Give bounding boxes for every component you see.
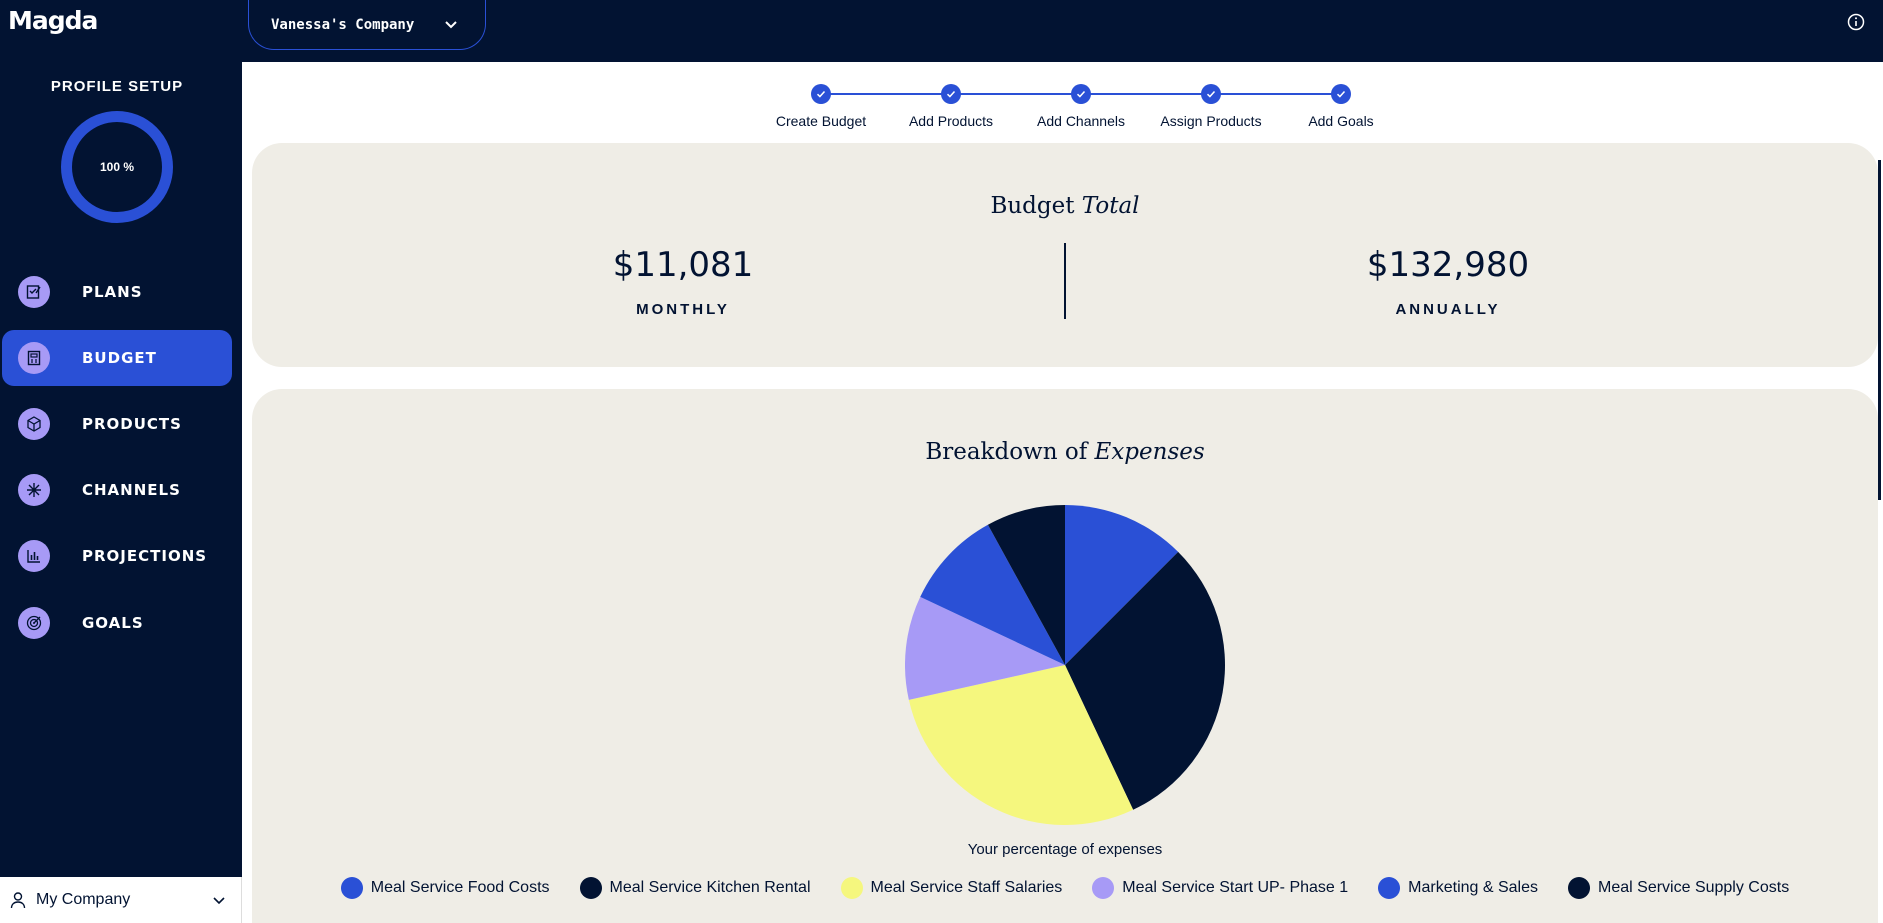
sidebar-item-label: PROJECTIONS: [82, 547, 208, 565]
step-label: Add Products: [908, 113, 994, 129]
legend-swatch: [340, 877, 363, 899]
user-icon: [10, 892, 26, 909]
legend-swatch: [840, 877, 863, 899]
sidebar-item-label: BUDGET: [82, 349, 157, 367]
goals-icon: [18, 607, 50, 639]
check-icon: [811, 84, 831, 104]
pie-slice-meal-service-supply-costs[interactable]: [987, 505, 1065, 665]
budget-divider: [1064, 243, 1066, 319]
expenses-breakdown-card: Breakdown of Expenses Your percentage of…: [252, 389, 1878, 923]
legend-label: Meal Service Food Costs: [370, 879, 550, 896]
breakdown-title-plain: Breakdown of: [925, 439, 1088, 465]
breakdown-title: Breakdown of Expenses: [252, 439, 1878, 465]
top-bar: Magda Vanessa's Company: [0, 0, 1883, 62]
expenses-pie-chart: [905, 505, 1225, 825]
legend-item[interactable]: Meal Service Food Costs: [340, 877, 550, 899]
step-label: Create Budget: [775, 113, 867, 129]
legend-item[interactable]: Meal Service Kitchen Rental: [579, 877, 811, 899]
annual-budget-label: ANNUALLY: [1395, 301, 1501, 318]
pie-svg: [905, 505, 1225, 825]
sidebar-item-label: GOALS: [82, 614, 144, 632]
legend-swatch: [579, 877, 602, 899]
company-switcher[interactable]: My Company: [0, 877, 242, 923]
sidebar-item-label: PRODUCTS: [82, 415, 182, 433]
check-icon: [1071, 84, 1091, 104]
budget-icon: [18, 342, 50, 374]
legend-swatch: [1568, 877, 1591, 899]
channels-icon: [18, 474, 50, 506]
pie-slice-meal-service-start-up-phase-1[interactable]: [905, 596, 1065, 700]
legend-swatch: [1378, 877, 1401, 899]
pie-legend: Meal Service Food Costs Meal Service Kitc…: [252, 877, 1878, 899]
scrollbar[interactable]: [1878, 160, 1881, 500]
check-icon: [941, 84, 961, 104]
step-label: Assign Products: [1160, 113, 1262, 129]
legend-label: Meal Service Staff Salaries: [870, 879, 1063, 896]
sidebar-item-goals[interactable]: GOALS: [2, 595, 232, 651]
pie-caption: Your percentage of expenses: [967, 841, 1163, 858]
products-icon: [18, 408, 50, 440]
pie-slice-marketing-sales[interactable]: [920, 524, 1065, 665]
step-add-products[interactable]: Add Products: [876, 84, 1026, 129]
budget-title-italic: Total: [1081, 193, 1140, 219]
projections-icon: [18, 540, 50, 572]
step-assign-products[interactable]: Assign Products: [1136, 84, 1286, 129]
legend-item[interactable]: Marketing & Sales: [1378, 877, 1538, 899]
step-create-budget[interactable]: Create Budget: [746, 84, 896, 129]
legend-item[interactable]: Meal Service Start UP- Phase 1: [1092, 877, 1348, 899]
step-add-channels[interactable]: Add Channels: [1006, 84, 1156, 129]
info-icon[interactable]: [1847, 13, 1865, 31]
sidebar-item-projections[interactable]: PROJECTIONS: [2, 528, 232, 584]
budget-title-plain: Budget: [990, 193, 1075, 219]
step-label: Add Channels: [1037, 113, 1125, 129]
sidebar-item-channels[interactable]: CHANNELS: [2, 462, 232, 518]
pie-slice-meal-service-staff-salaries[interactable]: [908, 665, 1134, 825]
profile-setup-title: PROFILE SETUP: [50, 78, 184, 95]
sidebar-item-budget[interactable]: BUDGET: [2, 330, 232, 386]
pie-slice-meal-service-kitchen-rental[interactable]: [1065, 551, 1225, 810]
step-label: Add Goals: [1308, 113, 1374, 129]
monthly-budget-value: $11,081: [612, 245, 754, 285]
company-switcher-label: My Company: [36, 891, 131, 908]
annual-budget-value: $132,980: [1366, 245, 1530, 285]
sidebar-item-plans[interactable]: PLANS: [2, 264, 232, 320]
legend-label: Meal Service Kitchen Rental: [609, 879, 811, 896]
pie-slice-meal-service-food-costs[interactable]: [1065, 505, 1179, 665]
profile-progress-ring: 100 %: [61, 111, 173, 223]
legend-item[interactable]: Meal Service Supply Costs: [1568, 877, 1789, 899]
plans-icon: [18, 276, 50, 308]
company-selector[interactable]: Vanessa's Company: [248, 0, 486, 50]
company-selector-label: Vanessa's Company: [271, 16, 415, 33]
app-logo[interactable]: Magda: [8, 6, 98, 35]
profile-progress-label: 100 %: [99, 160, 135, 174]
legend-item[interactable]: Meal Service Staff Salaries: [840, 877, 1063, 899]
legend-label: Meal Service Supply Costs: [1598, 879, 1790, 896]
sidebar-item-products[interactable]: PRODUCTS: [2, 396, 232, 452]
breakdown-title-italic: Expenses: [1094, 439, 1205, 465]
legend-label: Marketing & Sales: [1408, 879, 1539, 896]
step-add-goals[interactable]: Add Goals: [1266, 84, 1416, 129]
monthly-budget-label: MONTHLY: [636, 301, 730, 318]
legend-label: Meal Service Start UP- Phase 1: [1122, 879, 1349, 896]
budget-total-title: Budget Total: [252, 193, 1878, 219]
check-icon: [1201, 84, 1221, 104]
sidebar-item-label: PLANS: [82, 283, 143, 301]
chevron-down-icon: [445, 21, 457, 29]
sidebar-item-label: CHANNELS: [82, 481, 181, 499]
check-icon: [1331, 84, 1351, 104]
legend-swatch: [1092, 877, 1115, 899]
budget-total-card: Budget Total $11,081 MONTHLY $132,980 AN…: [252, 143, 1878, 367]
chevron-down-icon: [213, 897, 225, 905]
sidebar: PROFILE SETUP 100 % PLANS BUDGET PRODUCT…: [0, 62, 242, 923]
setup-stepper: Create Budget Add Products Add Channels …: [760, 80, 1380, 130]
